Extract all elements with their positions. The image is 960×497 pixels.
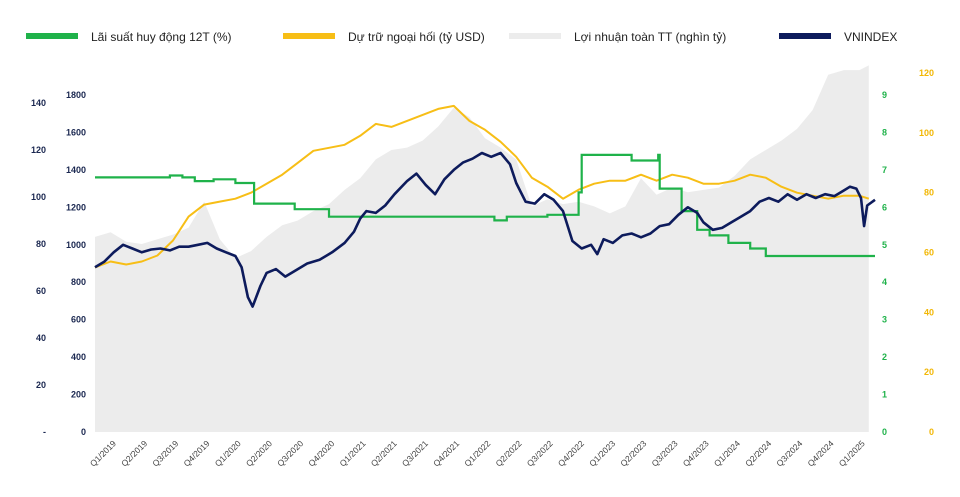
x-tick-label: Q3/2019 xyxy=(150,438,180,468)
x-tick-label: Q4/2022 xyxy=(556,438,586,468)
y-tick-label-rate: 3 xyxy=(882,315,887,325)
x-tick-label: Q3/2024 xyxy=(774,438,804,468)
axis-vnindex: 0 200 400 600 800 1000 1200 1400 1600 1800 xyxy=(66,90,86,437)
y-tick-label-rate: 7 xyxy=(882,165,887,175)
y-tick-label-vnindex: 1400 xyxy=(66,165,86,175)
x-axis: Q1/2019 Q2/2019 Q3/2019 Q4/2019 Q1/2020 Q2/20… xyxy=(88,438,867,468)
y-tick-label-vnindex: 400 xyxy=(71,352,86,362)
y-tick-label-profit: 60 xyxy=(36,286,46,296)
y-tick-label-rate: 5 xyxy=(882,240,887,250)
axis-profit: - 20 40 60 80 100 120 140 xyxy=(31,98,46,437)
y-tick-label-reserves: 120 xyxy=(919,68,934,78)
y-tick-label-profit: 120 xyxy=(31,145,46,155)
x-tick-label: Q3/2021 xyxy=(400,438,430,468)
x-tick-label: Q2/2019 xyxy=(119,438,149,468)
x-tick-label: Q2/2023 xyxy=(618,438,648,468)
y-tick-label-rate: 4 xyxy=(882,277,887,287)
axis-reserves: 0 20 40 60 80 100 120 xyxy=(919,68,934,437)
y-tick-label-rate: 0 xyxy=(882,427,887,437)
legend-swatch xyxy=(509,33,561,39)
legend-label: VNINDEX xyxy=(844,30,897,44)
x-tick-label: Q3/2020 xyxy=(275,438,305,468)
series-vnindex-line xyxy=(94,151,876,308)
y-tick-label-rate: 8 xyxy=(882,127,887,137)
x-tick-label: Q1/2024 xyxy=(712,438,742,468)
y-tick-label-rate: 6 xyxy=(882,202,887,212)
x-tick-label: Q4/2023 xyxy=(681,438,711,468)
y-tick-label-vnindex: 800 xyxy=(71,277,86,287)
series-fx-reserves-line xyxy=(94,104,870,269)
y-tick-label-reserves: 20 xyxy=(924,367,934,377)
y-tick-label-profit: 100 xyxy=(31,192,46,202)
x-tick-label: Q1/2023 xyxy=(587,438,617,468)
y-tick-label-profit: 40 xyxy=(36,333,46,343)
y-tick-label-reserves: 0 xyxy=(929,427,934,437)
x-tick-label: Q2/2022 xyxy=(493,438,523,468)
y-tick-label-reserves: 80 xyxy=(924,188,934,198)
y-tick-label-rate: 9 xyxy=(882,90,887,100)
y-tick-label-vnindex: 600 xyxy=(71,315,86,325)
x-tick-label: Q4/2019 xyxy=(181,438,211,468)
y-tick-label-rate: 1 xyxy=(882,390,887,400)
x-tick-label: Q4/2020 xyxy=(306,438,336,468)
legend-swatch xyxy=(26,33,78,39)
series-profit-area xyxy=(95,65,869,433)
legend-label: Dự trữ ngoại hối (tỷ USD) xyxy=(348,30,485,44)
y-tick-label-rate: 2 xyxy=(882,352,887,362)
x-tick-label: Q2/2024 xyxy=(743,438,773,468)
lines-layer xyxy=(94,104,876,308)
y-tick-label-profit: 140 xyxy=(31,98,46,108)
x-tick-label: Q1/2022 xyxy=(462,438,492,468)
y-tick-label-profit: - xyxy=(43,427,46,437)
y-tick-label-vnindex: 1000 xyxy=(66,240,86,250)
x-tick-label: Q2/2020 xyxy=(244,438,274,468)
legend-label: Lợi nhuận toàn TT (nghìn tỷ) xyxy=(574,30,726,44)
legend-swatch xyxy=(283,33,335,39)
legend-label: Lãi suất huy động 12T (%) xyxy=(91,30,232,44)
y-tick-label-vnindex: 1600 xyxy=(66,127,86,137)
y-tick-label-vnindex: 200 xyxy=(71,390,86,400)
y-tick-label-profit: 80 xyxy=(36,239,46,249)
x-tick-label: Q1/2019 xyxy=(88,438,118,468)
x-tick-label: Q3/2023 xyxy=(649,438,679,468)
y-tick-label-vnindex: 0 xyxy=(81,427,86,437)
x-tick-label: Q1/2021 xyxy=(337,438,367,468)
x-tick-label: Q1/2020 xyxy=(213,438,243,468)
y-tick-label-vnindex: 1800 xyxy=(66,90,86,100)
legend-swatch xyxy=(779,33,831,39)
profit-area-layer xyxy=(95,65,869,433)
legend-item-vnindex: VNINDEX xyxy=(779,30,897,44)
y-tick-label-reserves: 60 xyxy=(924,248,934,258)
legend-item-profit: Lợi nhuận toàn TT (nghìn tỷ) xyxy=(509,30,726,44)
legend: Lãi suất huy động 12T (%) Dự trữ ngoại hố… xyxy=(26,30,897,44)
series-deposit-rate-line xyxy=(95,153,875,258)
x-tick-label: Q1/2025 xyxy=(837,438,867,468)
axis-rate: 0 1 2 3 4 5 6 7 8 9 xyxy=(882,90,887,437)
y-tick-label-reserves: 100 xyxy=(919,128,934,138)
y-tick-label-reserves: 40 xyxy=(924,307,934,317)
x-tick-label: Q4/2024 xyxy=(805,438,835,468)
y-tick-label-profit: 20 xyxy=(36,380,46,390)
legend-item-fx-reserves: Dự trữ ngoại hối (tỷ USD) xyxy=(283,30,485,44)
x-tick-label: Q2/2021 xyxy=(369,438,399,468)
legend-item-deposit-rate: Lãi suất huy động 12T (%) xyxy=(26,30,232,44)
y-tick-label-vnindex: 1200 xyxy=(66,202,86,212)
x-tick-label: Q3/2022 xyxy=(525,438,555,468)
x-tick-label: Q4/2021 xyxy=(431,438,461,468)
